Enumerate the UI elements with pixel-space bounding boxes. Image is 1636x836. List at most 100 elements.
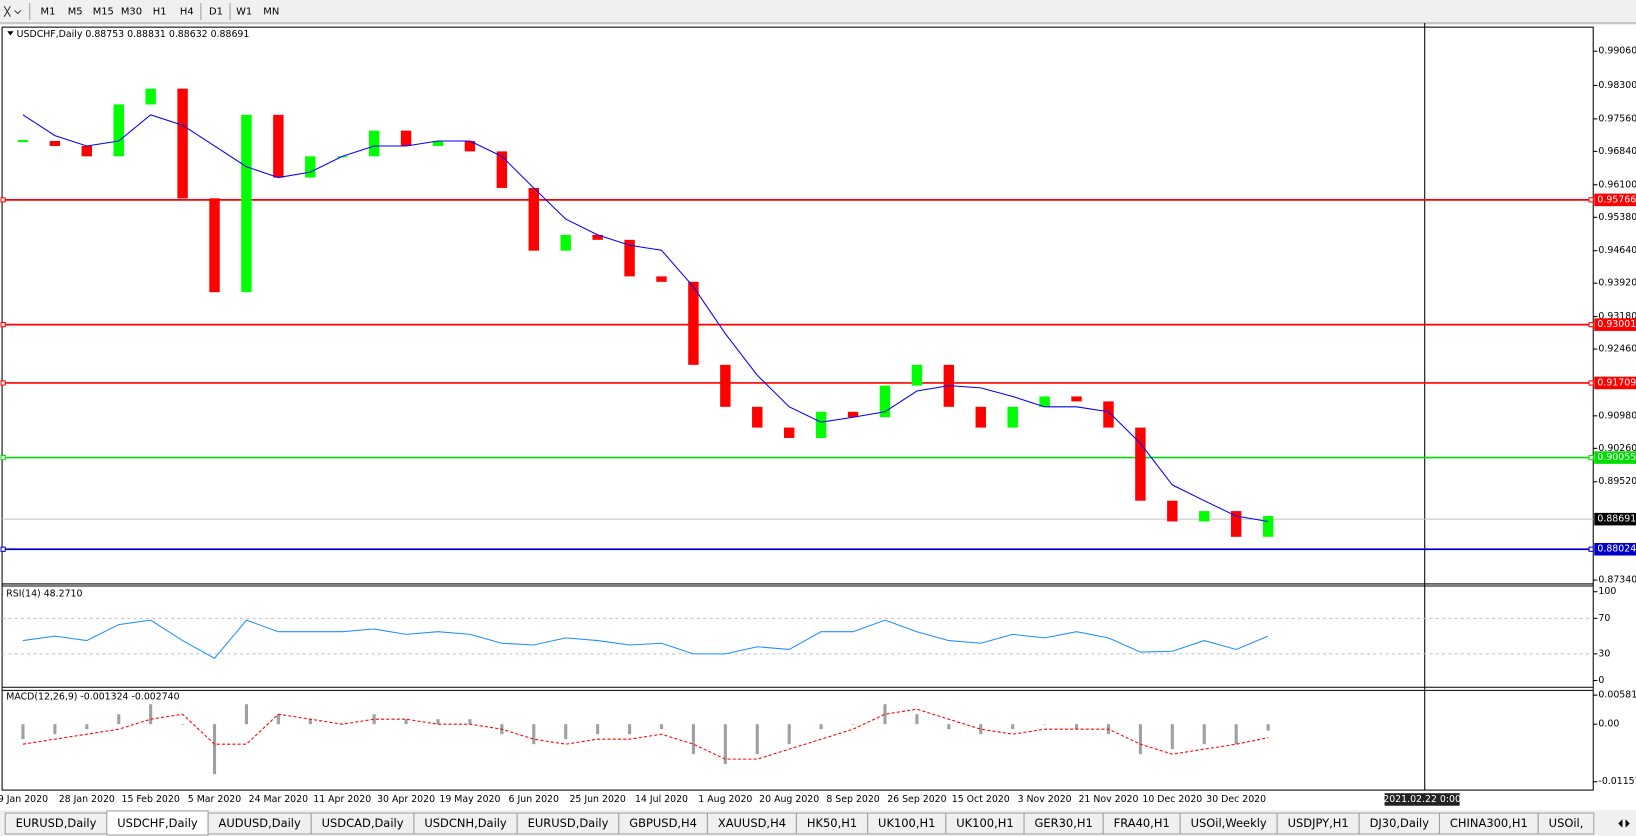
level-line-label-box <box>1594 318 1636 331</box>
timeframe-button[interactable]: H4 <box>180 6 194 17</box>
candle <box>81 145 93 157</box>
chart-tab-label[interactable]: UK100,H1 <box>956 816 1013 830</box>
candle <box>432 141 444 146</box>
chart-tab-label[interactable]: EURUSD,Daily <box>16 816 97 830</box>
y-tick-label: 0.005818 <box>1598 690 1636 701</box>
macd-bar <box>1234 724 1238 745</box>
candle <box>305 156 316 178</box>
timeframe-button[interactable]: W1 <box>236 6 252 17</box>
chart-frame <box>1 26 1594 791</box>
y-tick-label: 0.98300 <box>1598 80 1636 91</box>
y-tick-label: 0.87340 <box>1598 575 1636 586</box>
tab-scroll-left[interactable] <box>1618 819 1623 828</box>
moving-average <box>22 114 1269 522</box>
chart-menu-arrow[interactable] <box>7 31 14 36</box>
candle <box>1135 427 1146 501</box>
x-tick-label: 30 Apr 2020 <box>377 794 435 805</box>
crosshair-date: 2021.02.22 0:00 <box>1383 794 1461 805</box>
candle <box>400 130 412 146</box>
y-tick-label: 0.99060 <box>1598 46 1636 57</box>
x-tick-label: 5 Mar 2020 <box>188 794 241 805</box>
macd-bar <box>947 724 951 730</box>
chart-tab-label[interactable]: USDCAD,Daily <box>322 816 404 830</box>
chart-tab-label[interactable]: GER30,H1 <box>1035 816 1093 830</box>
timeframe-button[interactable]: M5 <box>68 6 83 17</box>
x-tick-label: 3 Nov 2020 <box>1018 794 1072 805</box>
candle <box>815 411 827 438</box>
chart-tab-label[interactable]: USDCNH,Daily <box>424 816 507 830</box>
macd-bar <box>1011 724 1015 730</box>
timeframe-button[interactable]: M15 <box>93 6 114 17</box>
candle <box>752 406 763 428</box>
candle <box>624 239 635 277</box>
timeframe-button[interactable]: MN <box>263 6 279 17</box>
timeframe-button[interactable]: M30 <box>121 6 142 17</box>
macd-bar <box>851 724 855 725</box>
chart-tab-label[interactable]: USOil, <box>1549 816 1584 830</box>
macd-bar <box>819 724 823 730</box>
tool-icon[interactable] <box>3 5 22 17</box>
macd-bar <box>149 704 153 725</box>
macd-bar <box>436 719 440 725</box>
chart-tab[interactable] <box>1537 812 1595 835</box>
y-tick-label: 0.90260 <box>1598 443 1636 454</box>
candle <box>688 281 699 365</box>
macd-bar <box>404 719 408 725</box>
macd-bar <box>181 724 185 725</box>
macd-bar <box>308 719 312 725</box>
level-handle <box>0 380 6 386</box>
crosshair-date-box <box>1384 793 1460 806</box>
candle <box>145 88 156 105</box>
level-line-label: 0.90055 <box>1597 452 1636 463</box>
candle <box>464 141 476 152</box>
chart-tab-label[interactable]: XAUUSD,H4 <box>718 816 786 830</box>
chart-tab-label[interactable]: USDCHF,Daily <box>117 816 198 830</box>
candle <box>1039 396 1050 407</box>
timeframe-button[interactable]: D1 <box>209 6 223 17</box>
chart-tab-label[interactable]: GBPUSD,H4 <box>629 816 697 830</box>
x-tick-label: 25 Jun 2020 <box>569 794 625 805</box>
candle <box>273 114 284 178</box>
timeframe-button[interactable]: H1 <box>153 6 167 17</box>
candle <box>49 141 61 146</box>
y-tick-label: 0.93180 <box>1598 311 1636 322</box>
level-handle <box>0 546 6 552</box>
level-line-label: 0.95766 <box>1597 194 1636 205</box>
x-tick-label: 15 Feb 2020 <box>121 794 179 805</box>
toolbar <box>0 0 1636 23</box>
x-tick-label: 15 Oct 2020 <box>952 794 1010 805</box>
candle <box>209 198 220 293</box>
level-line-label: 0.93001 <box>1597 319 1636 330</box>
rsi-line <box>22 619 1269 659</box>
macd-bar <box>117 714 121 725</box>
level-handle <box>1588 380 1594 386</box>
chart-tab-label[interactable]: UK100,H1 <box>878 816 935 830</box>
y-tick-label: -0.011514 <box>1598 776 1636 787</box>
chart-tab-label[interactable]: HK50,H1 <box>807 816 857 830</box>
x-tick-label: 11 Apr 2020 <box>313 794 371 805</box>
macd-signal <box>22 708 1269 760</box>
chart-tab-label[interactable]: USDJPY,H1 <box>1288 816 1349 830</box>
timeframe-button[interactable]: M1 <box>41 6 56 17</box>
candle <box>1007 406 1018 428</box>
y-tick-label: 0.94640 <box>1598 245 1636 256</box>
macd-bar <box>53 724 57 735</box>
candle <box>1167 500 1178 522</box>
chart-tab[interactable] <box>106 810 209 836</box>
chart-tab-label[interactable]: DJ30,Daily <box>1370 816 1430 830</box>
level-handle <box>1588 546 1594 552</box>
x-tick-label: 26 Sep 2020 <box>887 794 946 805</box>
chart-tab-label[interactable]: USOil,Weekly <box>1191 816 1267 830</box>
chart-tab-label[interactable]: EURUSD,Daily <box>528 816 609 830</box>
candle <box>113 104 124 157</box>
macd-bar <box>915 714 919 725</box>
candle <box>560 234 571 251</box>
y-tick-label: 0.97560 <box>1598 113 1636 124</box>
tab-scroll-right[interactable] <box>1625 819 1630 828</box>
chart-tab-label[interactable]: CHINA300,H1 <box>1450 816 1528 830</box>
y-tick-label: 30 <box>1598 648 1610 659</box>
macd-bar <box>468 719 472 725</box>
chart-tab-label[interactable]: AUDUSD,Daily <box>219 816 301 830</box>
chart-tab-label[interactable]: FRA40,H1 <box>1114 816 1170 830</box>
macd-bar <box>1170 724 1174 750</box>
